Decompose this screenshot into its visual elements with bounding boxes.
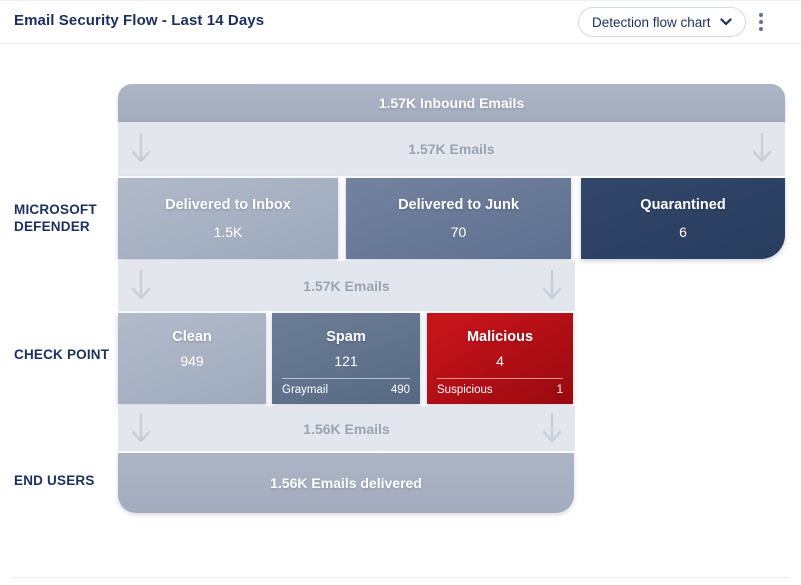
down-arrow-icon	[542, 270, 562, 300]
stage-label-line: END USERS	[14, 473, 95, 488]
chevron-down-icon	[719, 18, 732, 26]
arrow-row-label: 1.57K Emails	[408, 141, 495, 157]
box-value: 4	[496, 353, 504, 369]
box-sub-label: Suspicious	[437, 384, 493, 396]
stage-label-line: CHECK POINT	[14, 347, 110, 362]
box-value: 121	[334, 353, 358, 369]
stage-label-microsoft-defender: MICROSOFT DEFENDER	[14, 201, 97, 235]
kebab-menu-icon[interactable]	[752, 8, 770, 36]
box-delivered-to-inbox[interactable]: Delivered to Inbox 1.5K	[118, 178, 338, 259]
chart-type-dropdown-label: Detection flow chart	[592, 14, 711, 30]
box-sub-value: 490	[390, 384, 410, 396]
box-value: 1.5K	[213, 224, 243, 240]
box-quarantined[interactable]: Quarantined 6	[581, 178, 785, 259]
header-divider	[0, 43, 801, 44]
box-value: 6	[679, 224, 687, 240]
box-value: 70	[450, 224, 467, 240]
stage-label-check-point: CHECK POINT	[14, 346, 109, 363]
box-clean[interactable]: Clean 949	[118, 313, 266, 404]
box-sub-section: Suspicious 1	[427, 378, 573, 404]
box-title: Spam	[326, 329, 366, 345]
inbound-emails-bar: 1.57K Inbound Emails	[118, 84, 785, 122]
down-arrow-icon	[131, 270, 151, 300]
kebab-dot	[759, 20, 763, 24]
box-title: Malicious	[466, 329, 534, 345]
box-value: 949	[180, 353, 204, 369]
box-title: Quarantined	[640, 197, 726, 213]
kebab-dot	[759, 27, 763, 31]
arrow-row-defender-to-checkpoint: 1.57K Emails	[118, 261, 575, 311]
box-title: Clean	[172, 329, 212, 345]
box-sub-label: Graymail	[282, 384, 329, 396]
arrow-row-inbound-to-defender: 1.57K Emails	[118, 122, 785, 176]
emails-delivered-bar: 1.56K Emails delivered	[118, 453, 574, 513]
box-sub-section: Graymail 490	[272, 378, 420, 404]
box-title: Delivered to Inbox	[165, 197, 291, 213]
widget-title: Email Security Flow - Last 14 Days	[14, 12, 265, 29]
kebab-dot	[759, 13, 763, 17]
down-arrow-icon	[131, 133, 151, 163]
down-arrow-icon	[752, 133, 772, 163]
stage-label-line: MICROSOFT	[14, 202, 97, 217]
box-malicious[interactable]: Malicious 4 Suspicious 1	[427, 313, 573, 404]
box-sub-divider	[282, 378, 410, 379]
stage-label-line: DEFENDER	[14, 219, 90, 234]
box-delivered-to-junk[interactable]: Delivered to Junk 70	[346, 178, 571, 259]
box-sub-divider	[437, 378, 563, 379]
arrow-row-label: 1.57K Emails	[303, 278, 390, 294]
down-arrow-icon	[131, 412, 151, 442]
chart-type-dropdown[interactable]: Detection flow chart	[578, 7, 746, 37]
arrow-row-label: 1.56K Emails	[303, 420, 390, 437]
box-spam[interactable]: Spam 121 Graymail 490	[272, 313, 420, 404]
arrow-row-checkpoint-to-endusers: 1.56K Emails	[118, 406, 575, 451]
bottom-divider	[12, 577, 790, 578]
box-sub-value: 1	[556, 384, 563, 396]
stage-label-end-users: END USERS	[14, 472, 95, 489]
box-title: Delivered to Junk	[398, 197, 519, 213]
down-arrow-icon	[542, 412, 562, 442]
